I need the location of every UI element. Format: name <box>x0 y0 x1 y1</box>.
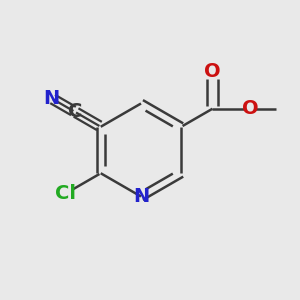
Text: Cl: Cl <box>55 184 76 203</box>
Text: C: C <box>68 102 82 121</box>
Text: O: O <box>204 62 221 81</box>
Text: N: N <box>43 89 59 108</box>
Text: O: O <box>242 99 258 118</box>
Text: N: N <box>133 187 149 206</box>
